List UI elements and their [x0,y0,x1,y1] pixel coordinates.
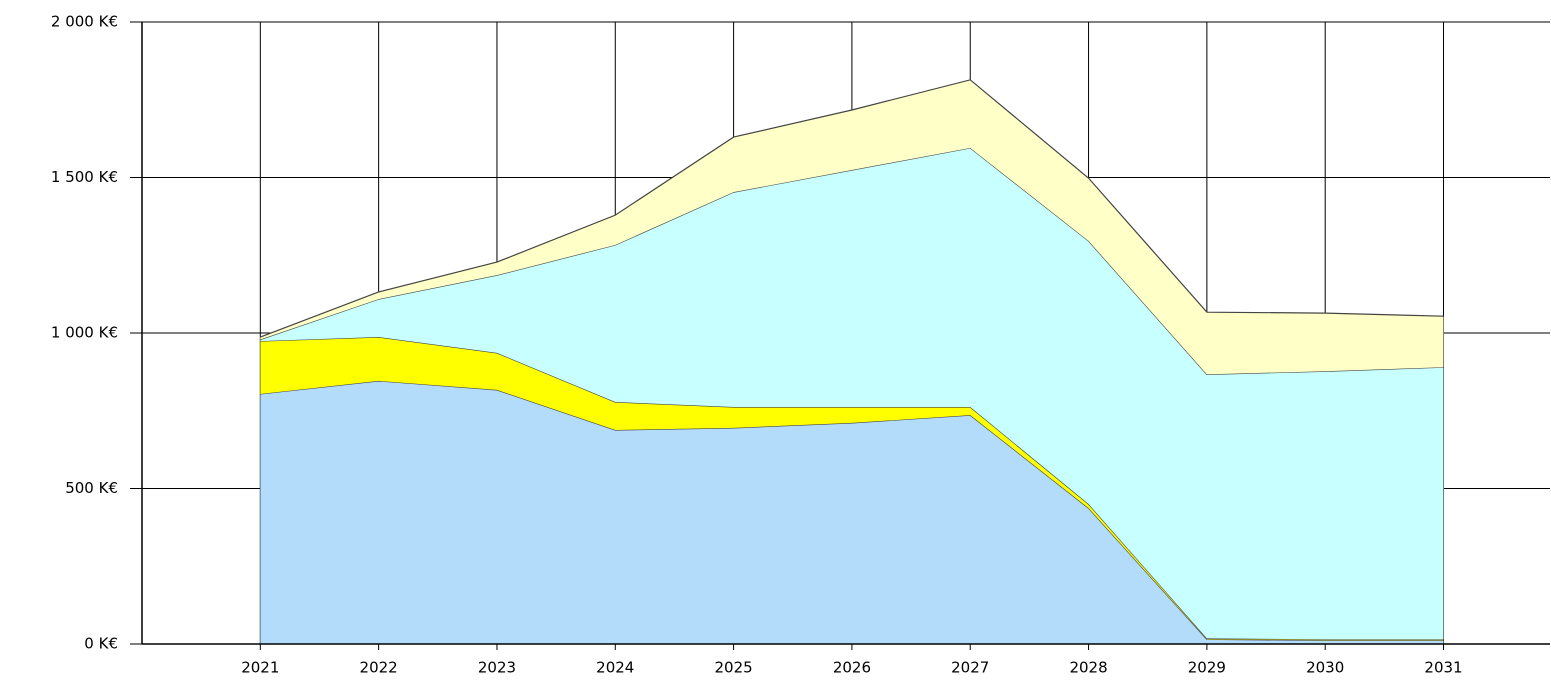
area-edge [260,79,1444,338]
x-tick-label: 2025 [715,659,753,677]
y-tick-label: 0 K€ [84,635,118,653]
x-tick-label: 2027 [951,659,989,677]
x-tick-label: 2031 [1424,659,1462,677]
x-tick-label: 2021 [241,659,279,677]
x-tick-label: 2022 [360,659,398,677]
y-tick-label: 2 000 K€ [51,13,118,31]
y-tick-label: 1 500 K€ [51,168,118,186]
x-tick-label: 2024 [596,659,634,677]
x-tick-label: 2030 [1306,659,1344,677]
area-fill [260,79,1444,375]
y-tick-label: 500 K€ [65,479,118,497]
area-fill [260,380,1444,644]
x-tick-label: 2026 [833,659,871,677]
area-fill [260,147,1444,640]
x-tick-label: 2028 [1069,659,1107,677]
x-tick-label: 2023 [478,659,516,677]
x-tick-label: 2029 [1188,659,1226,677]
y-tick-label: 1 000 K€ [51,324,118,342]
area-fill [260,337,1444,641]
